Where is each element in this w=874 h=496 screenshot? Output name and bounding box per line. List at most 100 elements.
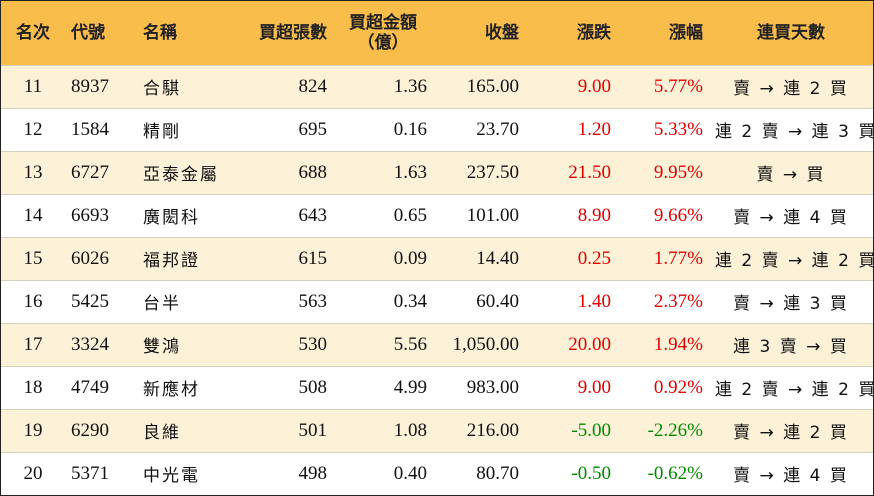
cell-net-buy-amount: 0.65	[393, 204, 427, 226]
cell-rank: 17	[23, 333, 43, 355]
cell-change: 0.25	[577, 247, 611, 269]
cell-change: 1.40	[577, 290, 611, 312]
cell-buy-streak: 連 2 賣 → 連 2 買	[715, 380, 874, 400]
cell-rank: 12	[23, 118, 43, 140]
header-net-buy-amount: 買超金額 （億）	[349, 12, 417, 53]
cell-code: 6693	[71, 204, 109, 226]
cell-change: -0.50	[571, 462, 611, 484]
cell-net-buy-lots: 563	[298, 290, 328, 312]
header-streak: 連買天數	[757, 22, 825, 43]
cell-buy-streak: 賣 → 連 2 買	[733, 423, 849, 443]
table-row: 17 3324 雙鴻 530 5.56 1,050.00 20.00 1.94% 連 3 賣 →…	[1, 323, 873, 366]
cell-rank: 15	[23, 247, 43, 269]
cell-rank: 11	[23, 75, 43, 97]
cell-change: -5.00	[571, 419, 611, 441]
cell-net-buy-lots: 498	[298, 462, 328, 484]
cell-net-buy-amount: 1.63	[393, 161, 427, 183]
table-row: 19 6290 良維 501 1.08 216.00 -5.00 -2.26% 賣 → 連 2 …	[1, 409, 873, 452]
header-close: 收盤	[485, 22, 519, 43]
cell-net-buy-amount: 0.16	[393, 118, 427, 140]
cell-stock-name: 精剛	[143, 122, 181, 142]
cell-code: 5425	[71, 290, 109, 312]
table-row: 18 4749 新應材 508 4.99 983.00 9.00 0.92% 連 2 賣 → 連…	[1, 366, 874, 409]
cell-code: 4749	[71, 376, 109, 398]
cell-change-pct: 1.94%	[653, 333, 703, 355]
cell-buy-streak: 連 3 賣 → 買	[733, 337, 849, 357]
cell-change: 9.00	[577, 376, 611, 398]
cell-change-pct: 9.95%	[653, 161, 703, 183]
header-change-pct: 漲幅	[669, 22, 703, 43]
header-net-buy-lots: 買超張數	[259, 22, 327, 43]
cell-stock-name: 中光電	[143, 466, 200, 487]
table-row: 11 8937 合騏 824 1.36 165.00 9.00 5.77% 賣 → 連 2 買	[1, 65, 873, 108]
table-row: 14 6693 廣閎科 643 0.65 101.00 8.90 9.66% 賣 → 連 4 買	[1, 194, 873, 237]
cell-net-buy-lots: 695	[298, 118, 328, 140]
cell-close: 1,050.00	[452, 333, 520, 355]
cell-close: 101.00	[466, 204, 519, 226]
cell-change: 9.00	[577, 75, 611, 97]
cell-code: 8937	[71, 75, 109, 97]
table-header-row: 名次 代號 名稱 買超張數 買超金額 （億） 收盤 漲跌 漲幅 連買天數	[1, 1, 873, 65]
table-row: 20 5371 中光電 498 0.40 80.70 -0.50 -0.62% 賣 → 連 4 …	[1, 452, 873, 495]
cell-change-pct: 1.77%	[653, 247, 703, 269]
header-rank: 名次	[16, 22, 50, 43]
header-change: 漲跌	[577, 22, 611, 43]
cell-close: 14.40	[476, 247, 519, 269]
cell-change: 21.50	[568, 161, 611, 183]
cell-net-buy-amount: 0.34	[393, 290, 427, 312]
cell-net-buy-lots: 824	[298, 75, 328, 97]
cell-net-buy-amount: 0.40	[393, 462, 427, 484]
cell-rank: 16	[23, 290, 43, 312]
table-row: 13 6727 亞泰金屬 688 1.63 237.50 21.50 9.95% 賣 → 買	[1, 151, 873, 194]
cell-stock-name: 台半	[143, 294, 181, 314]
cell-rank: 20	[23, 462, 43, 484]
cell-code: 1584	[71, 118, 109, 140]
cell-close: 23.70	[476, 118, 519, 140]
cell-change-pct: 5.33%	[653, 118, 703, 140]
cell-stock-name: 福邦證	[143, 251, 200, 271]
cell-stock-name: 良維	[143, 423, 181, 443]
cell-rank: 19	[23, 419, 43, 441]
cell-net-buy-lots: 643	[298, 204, 328, 226]
cell-close: 237.50	[466, 161, 519, 183]
cell-buy-streak: 賣 → 連 4 買	[733, 208, 849, 228]
header-name: 名稱	[143, 22, 177, 43]
cell-change-pct: -2.26%	[647, 419, 703, 441]
cell-net-buy-amount: 0.09	[393, 247, 427, 269]
cell-rank: 14	[23, 204, 43, 226]
cell-change-pct: 2.37%	[653, 290, 703, 312]
cell-buy-streak: 賣 → 連 3 買	[733, 294, 849, 314]
cell-code: 6026	[71, 247, 109, 269]
cell-stock-name: 廣閎科	[143, 208, 200, 228]
cell-change: 1.20	[577, 118, 611, 140]
cell-net-buy-amount: 1.36	[393, 75, 427, 97]
table-row: 16 5425 台半 563 0.34 60.40 1.40 2.37% 賣 → 連 3 買	[1, 280, 873, 323]
cell-code: 5371	[71, 462, 109, 484]
cell-net-buy-amount: 5.56	[393, 333, 427, 355]
cell-close: 216.00	[466, 419, 519, 441]
cell-net-buy-lots: 688	[298, 161, 328, 183]
cell-rank: 13	[23, 161, 43, 183]
cell-change: 8.90	[577, 204, 611, 226]
cell-close: 983.00	[466, 376, 519, 398]
cell-stock-name: 雙鴻	[143, 337, 181, 357]
table-row: 15 6026 福邦證 615 0.09 14.40 0.25 1.77% 連 2 賣 → 連 …	[1, 237, 874, 280]
cell-close: 165.00	[466, 75, 519, 97]
cell-stock-name: 合騏	[143, 79, 181, 99]
cell-close: 60.40	[476, 290, 519, 312]
cell-code: 3324	[71, 333, 109, 355]
cell-buy-streak: 賣 → 連 4 買	[733, 466, 849, 487]
cell-buy-streak: 連 2 賣 → 連 3 買	[715, 122, 874, 142]
cell-change-pct: 0.92%	[653, 376, 703, 398]
cell-rank: 18	[23, 376, 43, 398]
cell-net-buy-lots: 501	[298, 419, 328, 441]
cell-change-pct: 9.66%	[653, 204, 703, 226]
cell-net-buy-amount: 1.08	[393, 419, 427, 441]
table-row: 12 1584 精剛 695 0.16 23.70 1.20 5.33% 連 2 賣 → 連 3…	[1, 108, 874, 151]
cell-change-pct: 5.77%	[653, 75, 703, 97]
cell-net-buy-lots: 530	[298, 333, 328, 355]
cell-net-buy-amount: 4.99	[393, 376, 427, 398]
cell-change: 20.00	[568, 333, 611, 355]
cell-close: 80.70	[476, 462, 519, 484]
